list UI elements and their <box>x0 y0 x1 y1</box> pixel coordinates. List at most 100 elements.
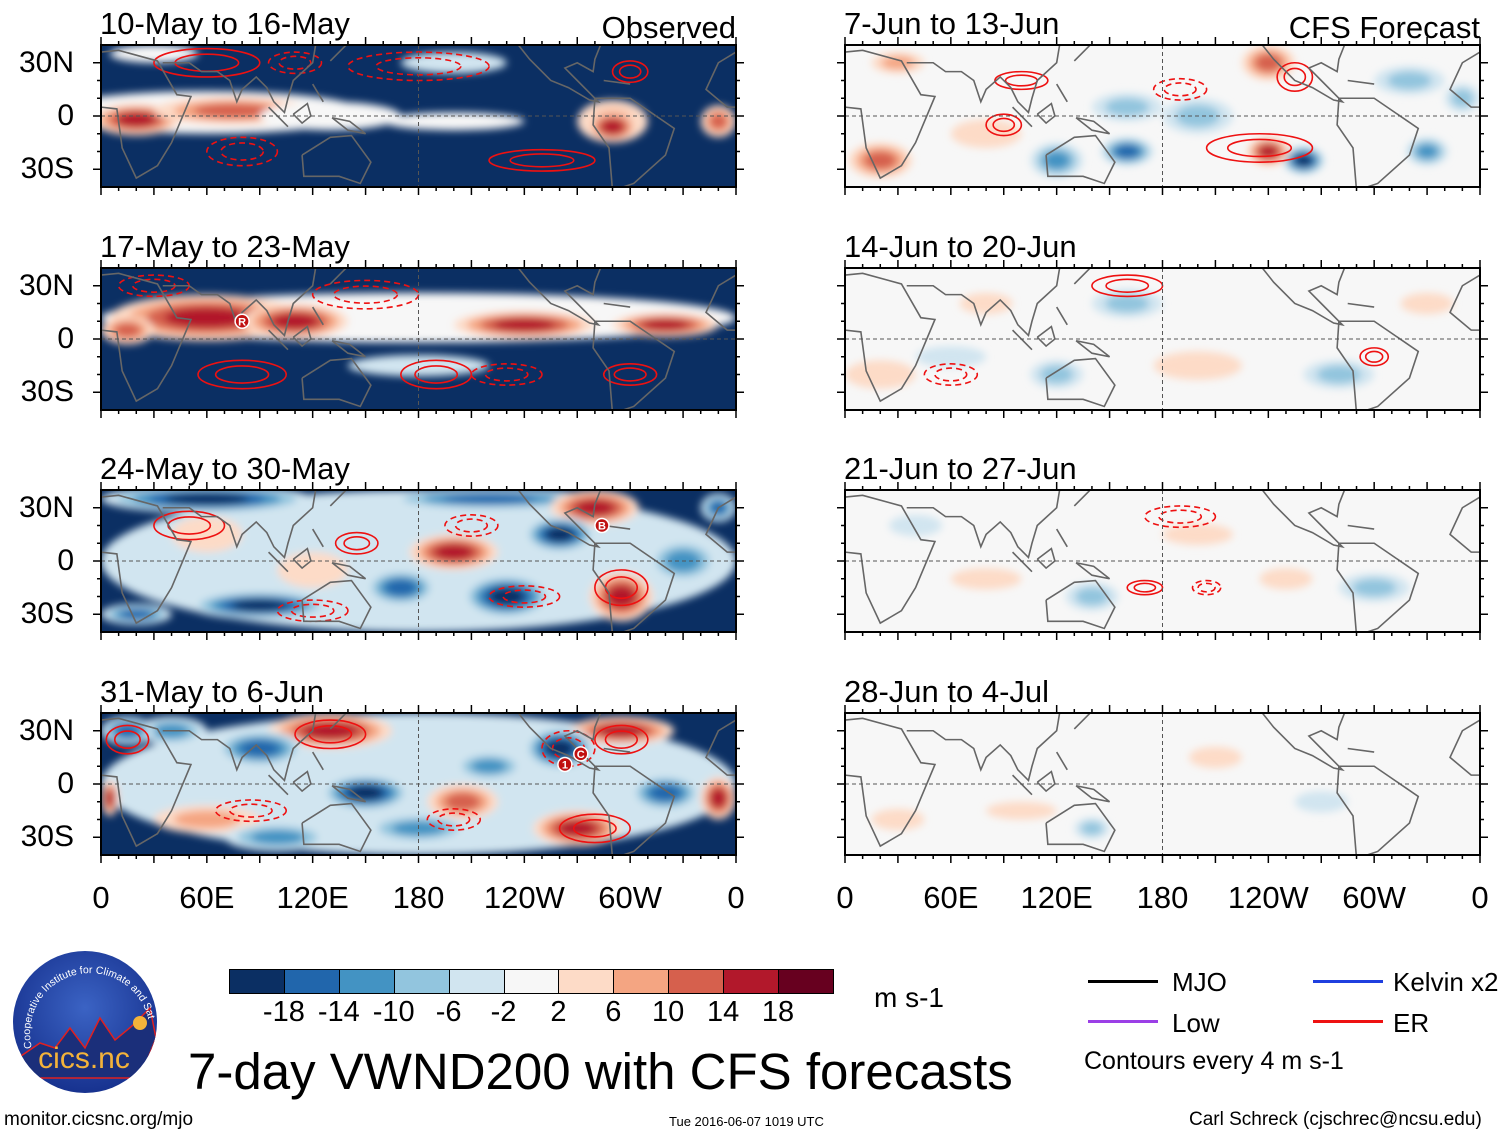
wind-anomaly-shade <box>383 112 525 131</box>
wind-anomaly-shade <box>193 103 273 118</box>
wind-anomaly-shade <box>250 830 304 845</box>
er-contour <box>1105 278 1150 293</box>
lon-label: 60E <box>923 880 979 915</box>
er-contour <box>220 142 265 161</box>
coastline <box>1347 747 1375 753</box>
coastline <box>1036 325 1056 348</box>
colorbar-swatch <box>448 970 504 993</box>
wind-anomaly-shade <box>120 609 152 619</box>
lon-label: 120W <box>483 880 565 915</box>
coastline <box>1449 496 1480 553</box>
coastline <box>301 357 372 408</box>
contour-note: Contours every 4 m s-1 <box>1084 1047 1344 1075</box>
wind-anomaly-shade <box>303 722 358 739</box>
coastline <box>301 579 372 630</box>
er-contour <box>502 589 547 604</box>
lat-label: 0 <box>57 544 74 577</box>
coastline <box>311 528 324 548</box>
wind-anomaly-shade <box>545 739 574 758</box>
er-contour <box>214 799 288 823</box>
coastline <box>1055 528 1068 548</box>
coastline <box>331 339 367 358</box>
figure-title: 7-day VWND200 with CFS forecasts <box>188 1043 1013 1100</box>
er-contour <box>488 585 561 608</box>
coastline <box>592 765 676 855</box>
wind-anomaly-shade <box>444 792 481 811</box>
panel-date-range: 31-May to 6-Jun <box>100 674 324 709</box>
er-contour <box>618 64 642 79</box>
coastline <box>517 45 602 104</box>
er-contour <box>197 359 288 390</box>
lon-label: 0 <box>92 880 110 915</box>
wind-anomaly-shade <box>1451 89 1474 108</box>
er-contour <box>470 363 543 386</box>
colorbar-tick-label: 10 <box>652 996 685 1028</box>
coastline <box>705 274 736 331</box>
coastline <box>162 490 317 560</box>
er-contour <box>105 724 150 755</box>
er-contour <box>1126 579 1164 596</box>
lat-label: 30N <box>18 45 74 79</box>
wind-anomaly-shade <box>1416 144 1438 159</box>
panel-date-range: 14-Jun to 20-Jun <box>844 229 1077 264</box>
coastline <box>1075 784 1111 803</box>
colorbar-swatch <box>778 970 833 993</box>
coastline <box>1336 765 1420 855</box>
panel-date-range: 21-Jun to 27-Jun <box>844 451 1077 486</box>
coastline <box>845 49 937 180</box>
colorbar-tick-label: -6 <box>435 996 462 1028</box>
panel-date-range: 28-Jun to 4-Jul <box>844 674 1050 709</box>
er-contour <box>267 51 323 75</box>
er-contour <box>558 813 631 844</box>
storm-marker-label: 1 <box>562 759 568 771</box>
coastline <box>268 774 289 796</box>
wind-anomaly-shade <box>986 801 1057 820</box>
er-contour <box>206 136 279 167</box>
forecast-map-panel <box>835 480 1490 642</box>
colorbar-swatch <box>723 970 779 993</box>
coastline <box>592 97 676 187</box>
cics-logo: Cooperative Institute for Climate and Sa… <box>10 948 157 1093</box>
er-contour <box>414 365 459 384</box>
coastline <box>162 45 317 115</box>
storm-marker: 1 <box>557 756 573 773</box>
legend-line-low <box>1088 1020 1158 1023</box>
er-contour <box>1226 138 1293 158</box>
wind-anomaly-shade <box>1352 578 1397 597</box>
coastline <box>705 51 736 108</box>
wind-anomaly-shade <box>871 808 925 831</box>
er-contour <box>509 153 575 168</box>
storm-marker-label: C <box>577 749 585 761</box>
coastline <box>268 551 289 573</box>
footer-credit: Carl Schreck (cjschrec@ncsu.edu) <box>1189 1109 1482 1130</box>
colorbar-tick-label: 6 <box>605 996 622 1028</box>
forecast-map-panel <box>835 703 1490 865</box>
coastline <box>906 490 1061 560</box>
er-contour <box>444 514 499 537</box>
er-contour <box>985 113 1023 137</box>
er-contour <box>290 603 335 618</box>
coastline <box>1075 561 1111 580</box>
storm-marker: C <box>573 746 589 762</box>
forecast-map-panel <box>835 35 1490 197</box>
coastline <box>1055 751 1068 771</box>
coastline <box>329 268 348 285</box>
wind-anomaly-shade <box>471 759 507 774</box>
lon-label: 0 <box>1471 880 1489 915</box>
wind-anomaly-shade <box>347 354 490 377</box>
coastline <box>331 561 367 580</box>
colorbar-tick-label: 2 <box>550 996 567 1028</box>
lon-label: 0 <box>836 880 854 915</box>
footer-url[interactable]: monitor.cicsnc.org/mjo <box>4 1109 194 1130</box>
er-contour <box>1364 350 1384 363</box>
wind-anomaly-shade <box>231 599 288 612</box>
wind-anomaly-shade <box>442 494 536 504</box>
wind-anomaly-shade <box>493 318 556 332</box>
colorbar <box>229 969 834 994</box>
coastline <box>162 268 317 338</box>
coastline <box>292 547 312 570</box>
coastline <box>329 490 348 507</box>
er-contour <box>611 60 649 84</box>
wind-anomaly-shade <box>709 113 728 130</box>
